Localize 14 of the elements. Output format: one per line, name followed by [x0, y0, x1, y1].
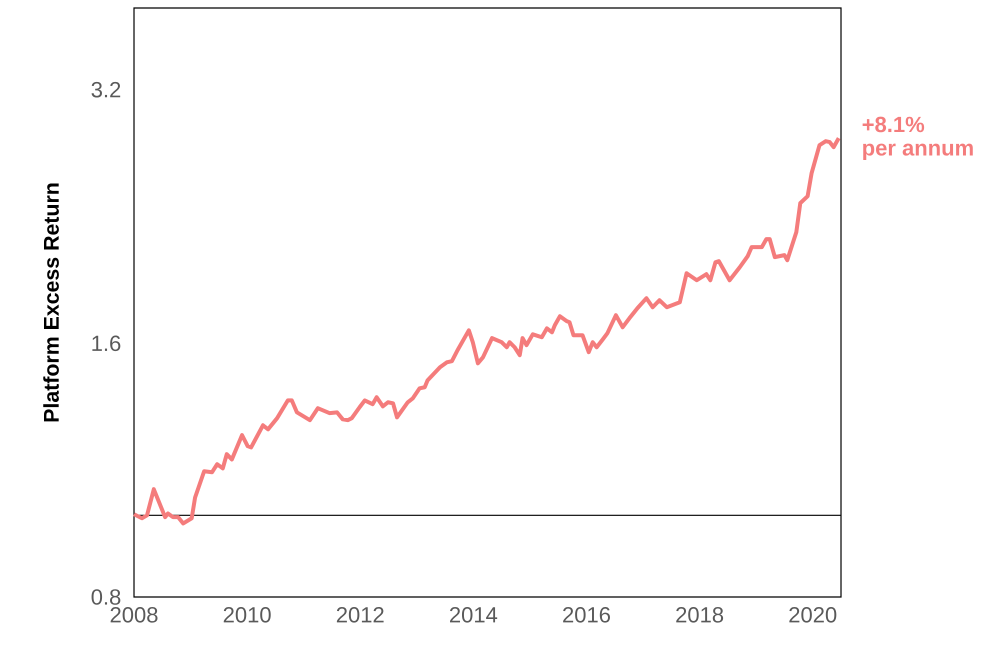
x-tick-label: 2014: [450, 607, 498, 623]
x-tick-label: 2020: [789, 607, 836, 623]
x-tick-label: 2010: [224, 607, 271, 623]
y-tick-label: 1.6: [92, 336, 120, 352]
x-tick-label: 2008: [110, 607, 158, 623]
y-tick-label: 0.8: [92, 589, 120, 605]
text: per annum: [863, 144, 973, 160]
x-tick-label: 2016: [563, 607, 610, 623]
y-tick-label: 3.2: [92, 82, 120, 98]
text: +8.1%: [862, 116, 924, 132]
y-axis-title: Platform Excess Return: [43, 184, 59, 422]
x-tick-label: 2012: [336, 607, 384, 623]
x-tick-label: 2018: [676, 607, 724, 623]
line-series: [132, 136, 841, 526]
